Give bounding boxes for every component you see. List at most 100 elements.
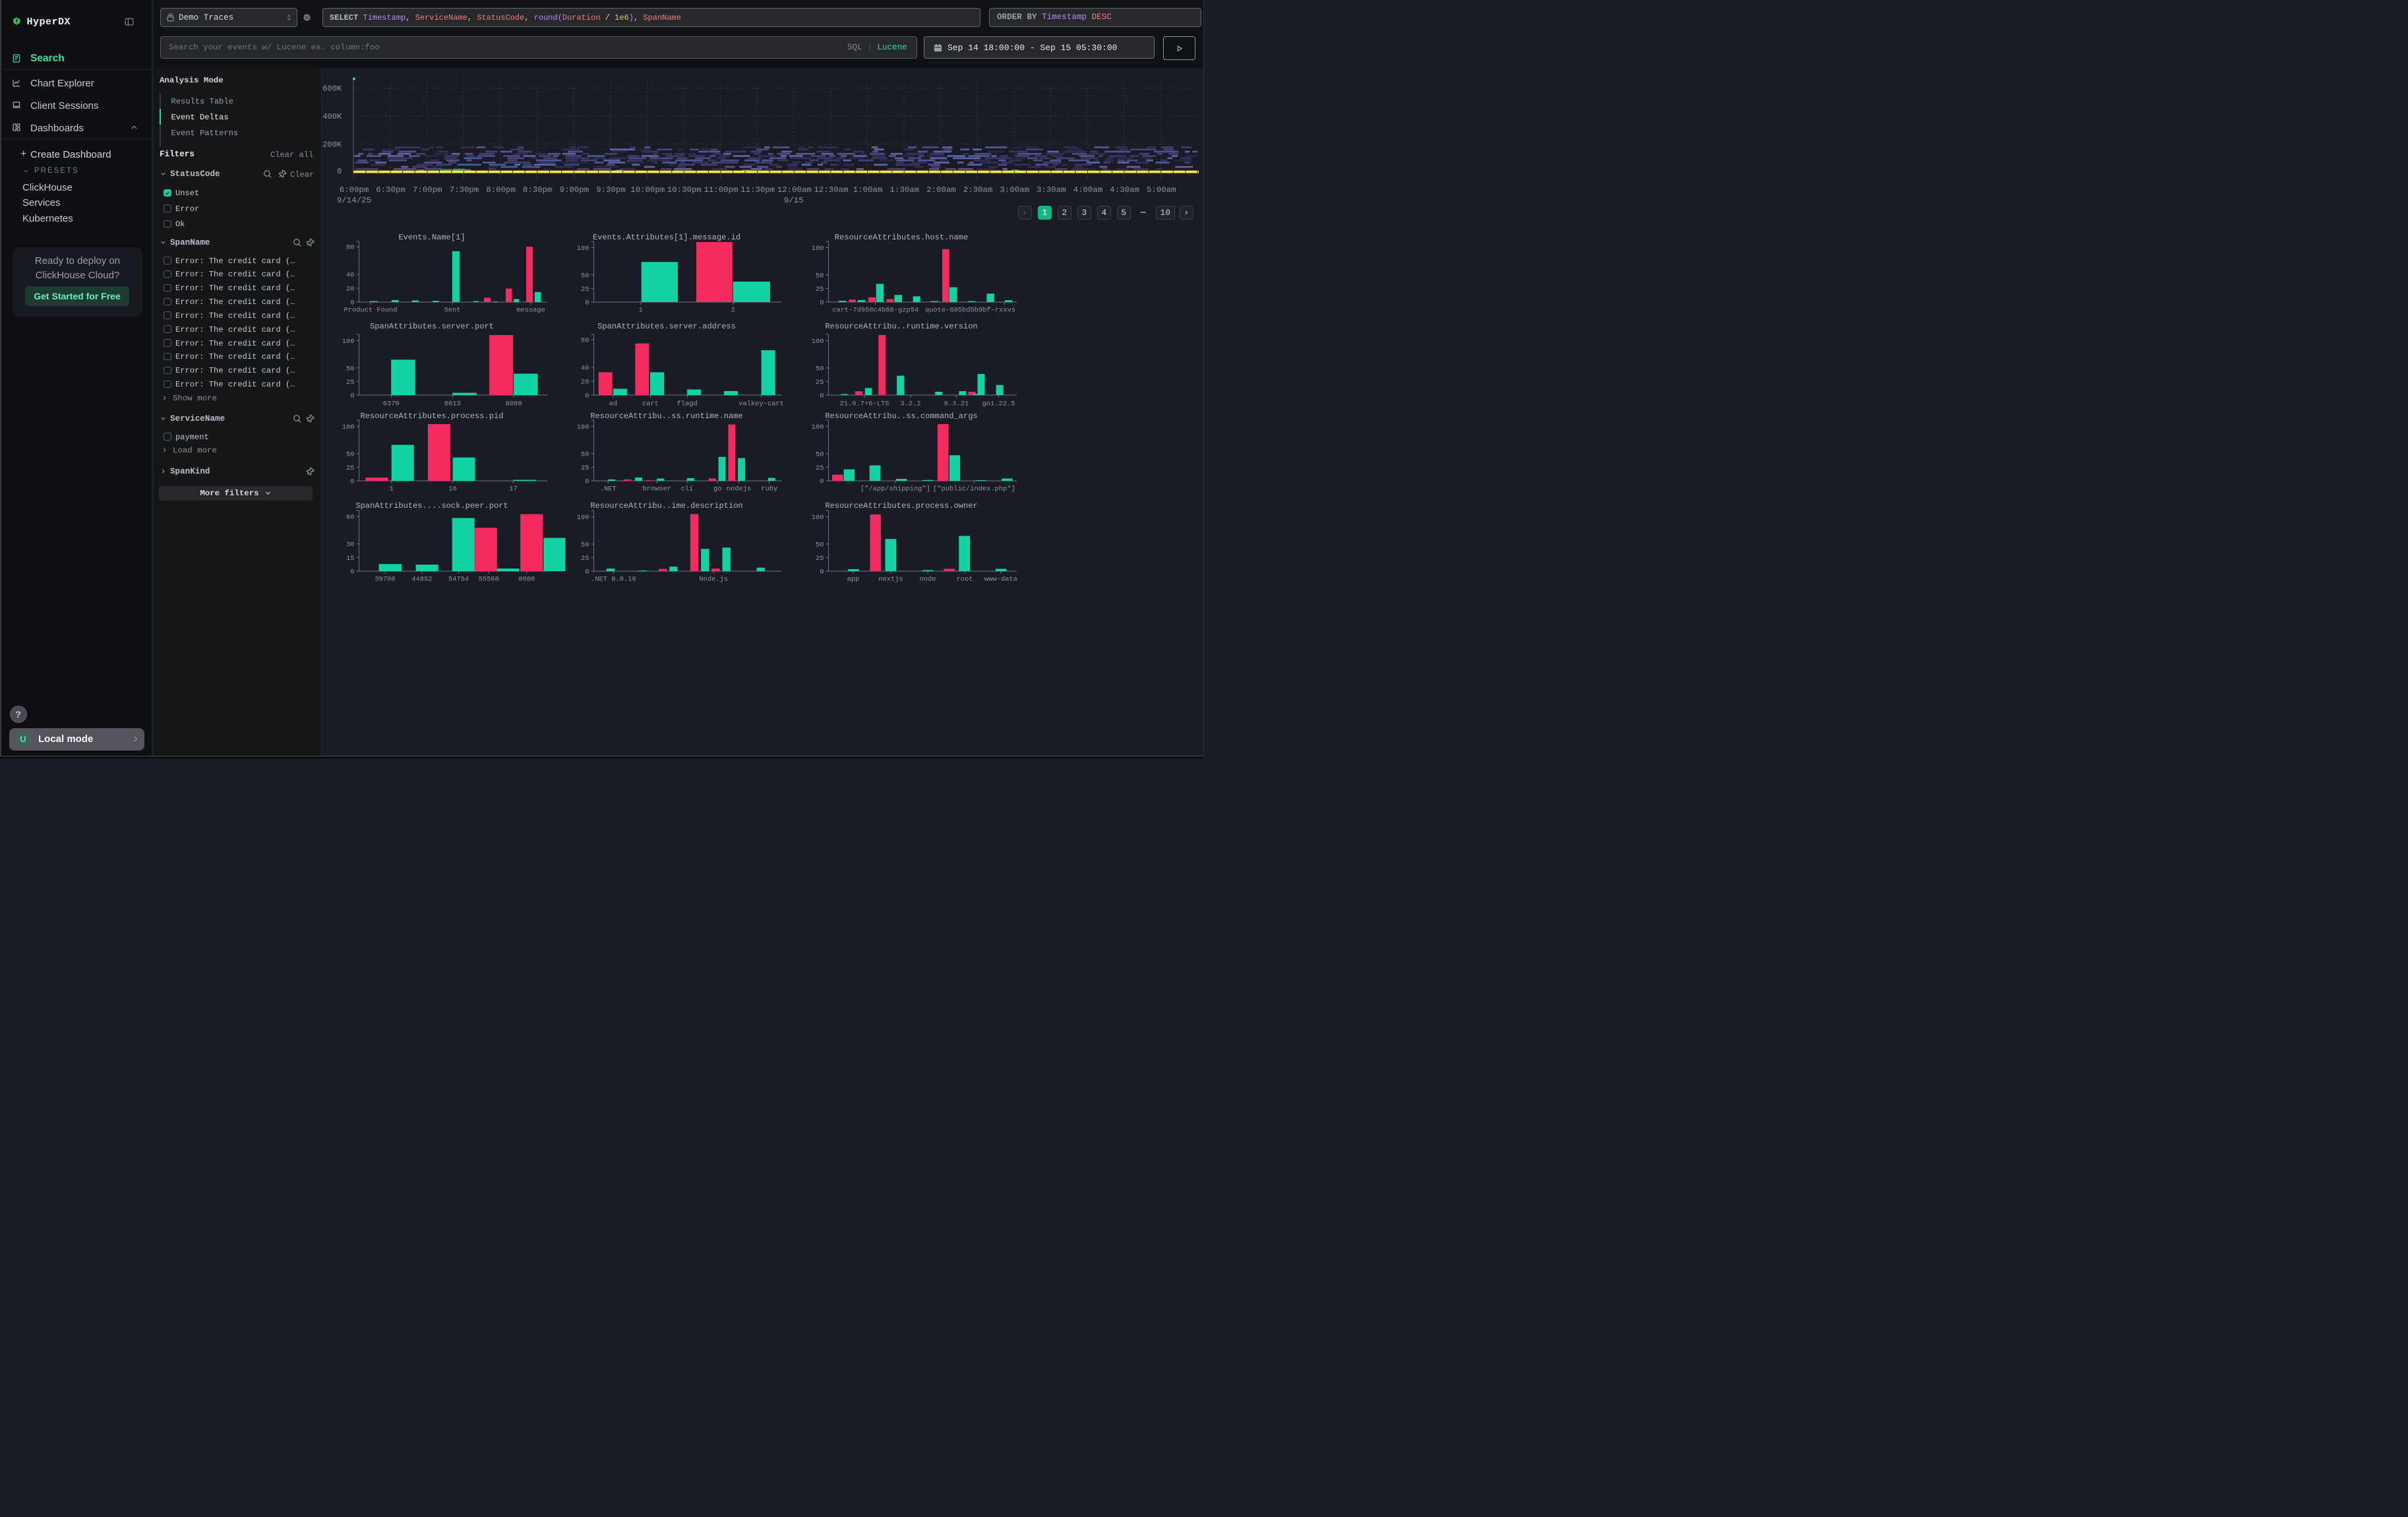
svg-text:ResourceAttribu..runtime.versi: ResourceAttribu..runtime.version <box>825 322 977 331</box>
svg-text:17: 17 <box>509 485 517 493</box>
svg-text:16: 16 <box>448 485 456 493</box>
svg-text:100: 100 <box>812 514 824 522</box>
svg-text:Product Found: Product Found <box>344 307 397 315</box>
svg-text:8:00pm: 8:00pm <box>486 185 516 195</box>
svg-text:2: 2 <box>731 307 735 315</box>
svg-text:0: 0 <box>820 299 824 307</box>
svg-text:55568: 55568 <box>479 576 499 584</box>
svg-text:50: 50 <box>816 365 824 373</box>
svg-text:12:00am: 12:00am <box>777 185 812 195</box>
svg-text:6:00pm: 6:00pm <box>340 185 369 195</box>
svg-text:cart-7d958c4b68-gzp54: cart-7d958c4b68-gzp54 <box>832 307 918 315</box>
svg-text:www-data: www-data <box>984 576 1017 584</box>
svg-text:100: 100 <box>577 423 589 431</box>
svg-text:Sent: Sent <box>444 307 461 315</box>
svg-text:8.3.21: 8.3.21 <box>944 400 969 408</box>
svg-text:ResourceAttribu..ss.runtime.na: ResourceAttribu..ss.runtime.name <box>590 412 742 421</box>
svg-text:2:00am: 2:00am <box>926 185 956 195</box>
svg-text:25: 25 <box>581 464 589 472</box>
svg-text:100: 100 <box>342 338 355 346</box>
svg-text:0: 0 <box>350 478 354 486</box>
svg-text:3:00am: 3:00am <box>1000 185 1029 195</box>
svg-text:4:00am: 4:00am <box>1073 185 1103 195</box>
svg-text:100: 100 <box>577 514 589 522</box>
svg-text:3.2.2: 3.2.2 <box>900 400 920 408</box>
svg-text:50: 50 <box>581 542 589 549</box>
svg-text:40: 40 <box>581 365 589 373</box>
svg-text:40: 40 <box>346 272 354 280</box>
svg-text:9:30pm: 9:30pm <box>596 185 626 195</box>
svg-text:Events.Name[1]: Events.Name[1] <box>398 233 465 242</box>
svg-text:0: 0 <box>350 299 354 307</box>
svg-text:100: 100 <box>342 423 355 431</box>
svg-text:0: 0 <box>585 392 589 400</box>
svg-text:80: 80 <box>581 337 589 345</box>
svg-text:ResourceAttributes.process.own: ResourceAttributes.process.owner <box>825 501 977 511</box>
svg-text:4:30am: 4:30am <box>1110 185 1139 195</box>
svg-text:["/app/shipping"]: ["/app/shipping"] <box>860 485 930 493</box>
svg-text:100: 100 <box>812 245 824 253</box>
svg-text:44852: 44852 <box>411 576 432 584</box>
svg-text:6379: 6379 <box>383 400 400 408</box>
svg-text:20: 20 <box>346 286 354 294</box>
svg-text:25: 25 <box>346 379 354 387</box>
svg-text:25: 25 <box>816 379 824 387</box>
svg-text:ResourceAttribu..ime.descripti: ResourceAttribu..ime.description <box>590 501 742 511</box>
svg-text:ruby: ruby <box>761 485 777 493</box>
svg-text:25: 25 <box>581 286 589 294</box>
svg-text:1:30am: 1:30am <box>889 185 919 195</box>
svg-text:go: go <box>713 485 721 493</box>
svg-text:400K: 400K <box>322 112 342 121</box>
svg-text:25: 25 <box>816 555 824 563</box>
svg-text:0: 0 <box>585 299 589 307</box>
svg-text:9/14/25: 9/14/25 <box>337 196 371 205</box>
svg-text:0: 0 <box>585 569 589 576</box>
svg-text:nodejs: nodejs <box>727 485 751 493</box>
svg-text:20: 20 <box>581 379 589 387</box>
svg-text:21.0.7+6-LTS: 21.0.7+6-LTS <box>840 400 889 408</box>
svg-text:50: 50 <box>816 451 824 459</box>
svg-text:SpanAttributes....sock.peer.po: SpanAttributes....sock.peer.port <box>355 501 508 511</box>
svg-text:25: 25 <box>346 464 354 472</box>
svg-text:10:30pm: 10:30pm <box>667 185 702 195</box>
svg-text:Events.Attributes[1].message.i: Events.Attributes[1].message.id <box>593 233 740 242</box>
svg-text:valkey-cart: valkey-cart <box>738 400 784 408</box>
svg-text:100: 100 <box>812 423 824 431</box>
svg-text:message: message <box>516 307 545 315</box>
svg-text:11:00pm: 11:00pm <box>704 185 738 195</box>
svg-text:100: 100 <box>812 338 824 346</box>
svg-text:go1.22.5: go1.22.5 <box>982 400 1015 408</box>
svg-text:0: 0 <box>337 167 342 176</box>
svg-text:50: 50 <box>816 542 824 549</box>
svg-text:Node.js: Node.js <box>699 576 728 584</box>
svg-text:.NET 8.0.16: .NET 8.0.16 <box>591 576 636 584</box>
svg-text:6:30pm: 6:30pm <box>376 185 406 195</box>
svg-text:root: root <box>957 576 973 584</box>
svg-text:200K: 200K <box>322 140 342 150</box>
svg-text:7:30pm: 7:30pm <box>450 185 479 195</box>
svg-text:node: node <box>920 576 936 584</box>
svg-text:50: 50 <box>346 365 354 373</box>
svg-text:SpanAttributes.server.address: SpanAttributes.server.address <box>597 322 736 331</box>
svg-text:9:00pm: 9:00pm <box>560 185 589 195</box>
svg-text:quote-695bd5b9bf-rxxvs: quote-695bd5b9bf-rxxvs <box>925 307 1015 315</box>
svg-text:60: 60 <box>346 514 354 522</box>
svg-text:0: 0 <box>585 478 589 486</box>
svg-text:50: 50 <box>816 272 824 280</box>
svg-text:ResourceAttributes.process.pid: ResourceAttributes.process.pid <box>361 412 504 421</box>
svg-text:0: 0 <box>350 392 354 400</box>
svg-text:.NET: .NET <box>600 485 617 493</box>
svg-text:app: app <box>847 576 860 584</box>
svg-text:50: 50 <box>581 451 589 459</box>
svg-text:25: 25 <box>816 464 824 472</box>
svg-text:1:00am: 1:00am <box>853 185 883 195</box>
svg-text:600K: 600K <box>322 84 342 94</box>
svg-text:browser: browser <box>642 485 671 493</box>
svg-text:100: 100 <box>577 245 589 253</box>
svg-text:0: 0 <box>820 392 824 400</box>
svg-text:0: 0 <box>820 478 824 486</box>
svg-text:flagd: flagd <box>677 400 698 408</box>
svg-text:2:30am: 2:30am <box>963 185 993 195</box>
svg-text:8080: 8080 <box>518 576 535 584</box>
svg-text:12:30am: 12:30am <box>814 185 848 195</box>
